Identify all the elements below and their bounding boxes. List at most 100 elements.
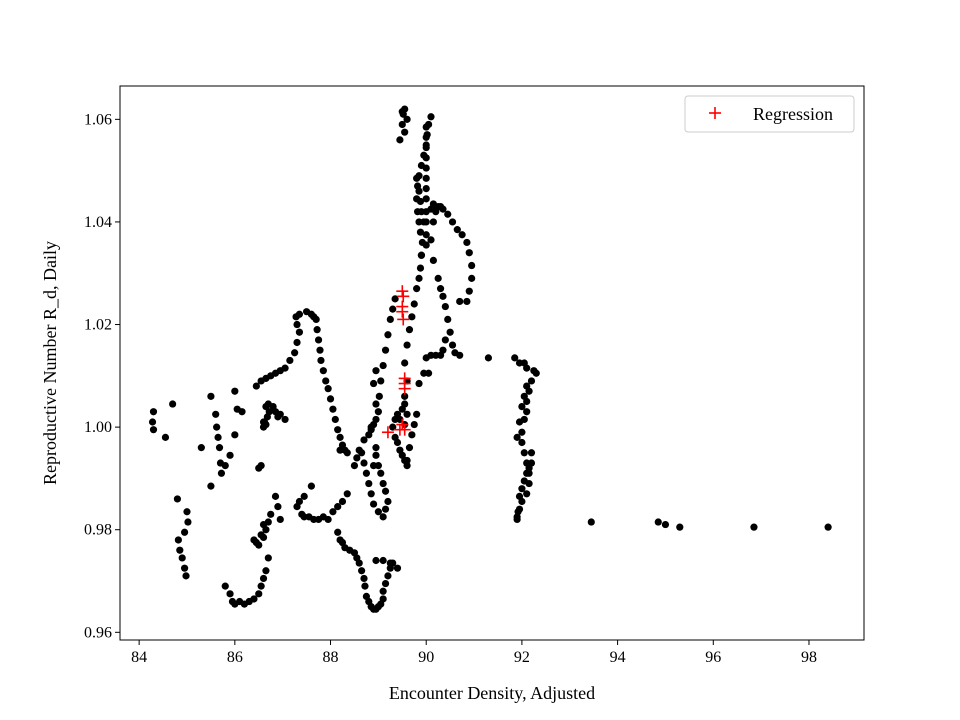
data-point — [441, 336, 449, 344]
data-point — [441, 302, 449, 311]
data-point — [398, 405, 406, 413]
data-point — [415, 187, 423, 195]
data-point — [422, 354, 430, 362]
regression-point — [398, 423, 411, 436]
data-point — [276, 515, 284, 524]
data-point — [393, 564, 402, 572]
data-point — [372, 451, 380, 459]
data-point — [429, 218, 437, 226]
data-point — [422, 143, 430, 152]
x-tick-label: 96 — [705, 649, 721, 666]
data-point — [221, 461, 229, 470]
data-point — [468, 261, 476, 270]
data-point — [436, 285, 445, 293]
data-point — [379, 513, 387, 521]
data-point — [676, 523, 684, 531]
data-point — [453, 226, 461, 234]
data-point — [518, 403, 526, 411]
data-point — [379, 479, 387, 488]
data-point — [360, 436, 368, 444]
data-point — [384, 497, 392, 506]
data-point — [527, 377, 536, 385]
data-point — [410, 420, 418, 429]
data-point — [319, 367, 327, 375]
data-point — [398, 120, 406, 129]
data-point — [439, 292, 447, 300]
data-point — [281, 364, 289, 372]
data-point — [293, 338, 301, 347]
data-point — [295, 310, 304, 318]
data-point — [238, 408, 246, 416]
data-point — [343, 490, 351, 498]
data-point — [484, 354, 493, 362]
legend: Regression — [684, 95, 855, 133]
data-point — [405, 444, 414, 452]
data-point — [307, 482, 315, 490]
data-point — [515, 492, 524, 500]
data-point — [276, 410, 284, 418]
data-point — [415, 379, 423, 388]
data-point — [403, 456, 411, 465]
data-point — [422, 133, 430, 141]
data-point — [295, 328, 304, 336]
data-point — [262, 420, 270, 429]
data-point — [355, 559, 363, 567]
data-point — [350, 461, 359, 470]
legend-plus-marker — [709, 107, 721, 119]
data-point — [654, 518, 662, 526]
data-point — [422, 154, 430, 162]
data-point — [334, 528, 342, 536]
data-point — [316, 346, 324, 354]
data-point — [422, 218, 430, 226]
data-point — [255, 590, 263, 598]
data-point — [384, 572, 392, 580]
data-point — [271, 492, 280, 500]
y-tick-label: 1.00 — [84, 419, 112, 436]
data-point — [393, 410, 402, 418]
data-point — [427, 113, 435, 121]
data-point — [523, 490, 531, 498]
data-point — [372, 415, 380, 424]
legend-marker-regression — [709, 107, 721, 119]
data-point — [257, 461, 265, 470]
regression-point — [397, 290, 410, 303]
y-tick-label: 0.96 — [84, 624, 112, 641]
data-point — [523, 382, 531, 390]
data-point — [532, 369, 540, 377]
data-point — [518, 428, 526, 436]
data-point — [427, 236, 435, 244]
data-point — [408, 313, 416, 321]
regression-point — [397, 313, 410, 326]
data-point — [375, 392, 383, 400]
data-point — [353, 454, 361, 462]
data-point — [259, 520, 268, 529]
data-point — [255, 541, 263, 549]
data-point — [824, 523, 832, 531]
data-point — [372, 400, 380, 408]
data-point — [257, 582, 265, 590]
data-point — [661, 520, 670, 529]
data-point — [374, 508, 382, 516]
data-point — [381, 579, 390, 588]
data-point — [369, 379, 378, 388]
x-tick-label: 98 — [801, 649, 817, 666]
data-point — [267, 510, 275, 518]
data-point — [250, 536, 258, 544]
regression-point — [396, 418, 409, 431]
data-point — [422, 195, 430, 203]
data-point — [259, 574, 268, 583]
data-point — [148, 418, 157, 426]
x-tick-label: 94 — [610, 649, 626, 666]
data-point — [403, 461, 411, 470]
data-point — [410, 300, 418, 308]
data-point — [446, 328, 454, 336]
x-axis-ticks: 84 86 88 90 92 94 96 98 — [131, 640, 817, 666]
data-point — [360, 574, 368, 583]
data-point — [416, 228, 425, 236]
data-point — [527, 459, 536, 467]
data-point — [422, 184, 430, 193]
data-point — [174, 536, 182, 544]
data-point — [180, 528, 189, 536]
data-point — [274, 503, 282, 511]
